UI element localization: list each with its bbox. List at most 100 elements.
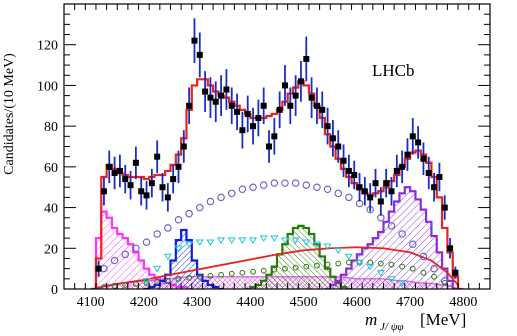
- cyan-component-marker: [334, 247, 343, 255]
- cyan-component-marker: [302, 239, 311, 247]
- y-tick-label: 80: [44, 120, 58, 135]
- data-point: [196, 51, 203, 58]
- data-point: [415, 139, 422, 146]
- data-point: [335, 143, 342, 150]
- cyan-component-marker: [206, 239, 215, 247]
- data-point: [260, 102, 267, 109]
- nonresonant-marker: [164, 224, 172, 232]
- data-point: [271, 133, 278, 140]
- axes: 4100 4200 4300 4400 4500 4600 4700 4800 0 20 40 60 8…: [37, 3, 491, 310]
- cyan-component-marker: [174, 245, 183, 253]
- data-point: [409, 133, 416, 140]
- x-tick-label: 4700: [396, 295, 424, 310]
- nonresonant-marker: [153, 230, 161, 238]
- data-point: [452, 269, 459, 276]
- cyan-component-marker: [185, 241, 194, 249]
- y-tick-label: 0: [51, 283, 58, 298]
- y-axis-label: Candidates/(10 MeV): [2, 53, 17, 175]
- nonresonant-marker: [345, 193, 353, 202]
- data-point: [186, 102, 193, 109]
- data-point: [425, 169, 432, 176]
- data-point: [367, 194, 374, 201]
- data-point: [148, 180, 155, 187]
- data-point: [420, 155, 427, 162]
- data-point: [132, 159, 139, 166]
- nonresonant-marker: [334, 189, 342, 198]
- data-point: [223, 86, 230, 93]
- data-point: [266, 143, 273, 150]
- cyan-component-marker: [323, 243, 332, 251]
- data-point: [351, 172, 358, 178]
- data-point: [202, 88, 209, 95]
- green-component-marker: [431, 273, 437, 280]
- green-component-marker: [399, 263, 406, 270]
- green-component-marker: [186, 274, 193, 281]
- green-component-marker: [228, 270, 235, 277]
- green-component-marker: [292, 264, 299, 271]
- data-point: [313, 102, 320, 109]
- data-point: [377, 198, 384, 205]
- nonresonant-marker: [302, 181, 311, 189]
- x-tick-label: 4100: [77, 295, 105, 310]
- data-point: [356, 184, 363, 191]
- component-x4274-fill: [143, 229, 224, 289]
- data-point: [122, 176, 129, 183]
- data-point: [255, 115, 262, 121]
- experiment-label: LHCb: [372, 61, 415, 80]
- green-component-marker: [175, 275, 182, 282]
- nonresonant-marker: [409, 240, 417, 248]
- cyan-component-marker: [387, 276, 396, 283]
- nonresonant-marker: [110, 256, 119, 265]
- data-point: [303, 55, 310, 62]
- nonresonant-marker: [174, 216, 183, 224]
- cyan-component-marker: [163, 253, 172, 261]
- cyan-component-marker: [227, 237, 236, 244]
- cyan-component-marker: [248, 237, 258, 244]
- y-tick-label: 100: [37, 79, 58, 94]
- data-point: [340, 157, 347, 164]
- data-point: [234, 108, 241, 115]
- y-tick-label: 60: [44, 161, 58, 176]
- y-tick-label: 40: [44, 202, 58, 217]
- cyan-component-marker: [355, 259, 364, 267]
- green-component-marker: [154, 278, 161, 285]
- green-component-marker: [271, 266, 278, 273]
- cyan-component-marker: [398, 280, 407, 287]
- cyan-component-marker: [259, 235, 268, 242]
- data-point: [345, 167, 352, 174]
- green-component-marker: [282, 265, 288, 272]
- nonresonant-marker: [387, 222, 396, 230]
- data-point: [180, 143, 187, 150]
- cyan-component-marker: [291, 237, 300, 244]
- data-point: [127, 182, 134, 189]
- nonresonant-marker: [398, 230, 406, 238]
- cyan-component-marker: [270, 235, 279, 242]
- green-component-marker: [377, 260, 384, 267]
- green-component-marker: [324, 261, 331, 268]
- x-axis-label-sub: J/ ψφ: [380, 321, 404, 333]
- component-x4274-outline: [143, 228, 224, 289]
- green-component-marker: [367, 259, 374, 266]
- green-component-marker: [335, 260, 342, 267]
- green-component-marker: [409, 265, 416, 272]
- data-point: [100, 188, 107, 195]
- data-point: [218, 92, 225, 99]
- plot-area: [90, 18, 464, 289]
- data-point: [239, 127, 246, 134]
- data-point: [287, 102, 294, 109]
- data-point: [281, 82, 288, 89]
- cyan-component-marker: [344, 253, 353, 261]
- green-component-marker: [420, 269, 427, 276]
- data-point: [297, 78, 304, 85]
- x-tick-label: 4200: [130, 295, 158, 310]
- green-component-marker: [388, 261, 395, 268]
- green-component-marker: [250, 268, 256, 275]
- nonresonant-marker: [217, 193, 225, 202]
- data-point: [404, 151, 411, 158]
- cyan-component-marker: [376, 269, 385, 277]
- x-tick-label: 4300: [183, 295, 211, 310]
- nonresonant-marker: [196, 203, 204, 212]
- cyan-component-marker: [238, 237, 247, 244]
- component-x4140-fill: [90, 211, 192, 289]
- green-component-marker: [143, 279, 150, 286]
